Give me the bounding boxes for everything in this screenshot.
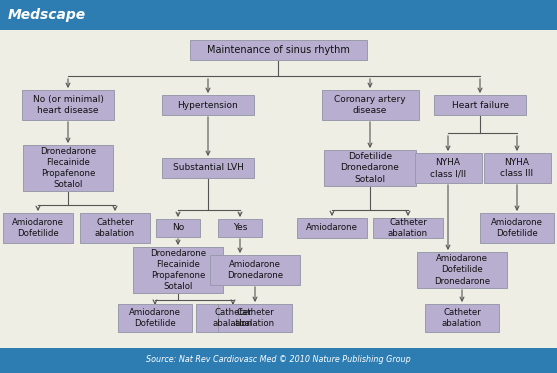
Text: Amiodarone
Dofetilide: Amiodarone Dofetilide [129,308,181,328]
Text: Maintenance of sinus rhythm: Maintenance of sinus rhythm [207,45,349,55]
Text: No (or minimal)
heart disease: No (or minimal) heart disease [32,95,104,115]
Text: Catheter
abalation: Catheter abalation [213,308,253,328]
FancyBboxPatch shape [162,158,254,178]
FancyBboxPatch shape [210,255,300,285]
FancyBboxPatch shape [156,219,200,237]
FancyBboxPatch shape [324,150,416,186]
Text: Coronary artery
disease: Coronary artery disease [334,95,406,115]
Text: No: No [172,223,184,232]
Text: Dofetilide
Dronedarone
Sotalol: Dofetilide Dronedarone Sotalol [340,153,399,184]
FancyBboxPatch shape [218,219,262,237]
Text: Catheter
abalation: Catheter abalation [235,308,275,328]
FancyBboxPatch shape [434,95,526,115]
FancyBboxPatch shape [373,218,443,238]
Text: Amiodarone
Dronedarone: Amiodarone Dronedarone [227,260,283,280]
Bar [0,348,557,373]
FancyBboxPatch shape [218,304,292,332]
Bar [0,0,557,30]
FancyBboxPatch shape [321,90,418,120]
Text: Yes: Yes [233,223,247,232]
Text: Amiodarone
Dofetilide: Amiodarone Dofetilide [491,218,543,238]
Text: Amiodarone
Dofetilide: Amiodarone Dofetilide [12,218,64,238]
FancyBboxPatch shape [425,304,499,332]
Text: Dronedarone
Flecainide
Propafenone
Sotalol: Dronedarone Flecainide Propafenone Sotal… [150,249,206,291]
Text: Heart failure: Heart failure [452,100,509,110]
Text: Medscape: Medscape [8,8,86,22]
FancyBboxPatch shape [22,90,114,120]
FancyBboxPatch shape [189,40,367,60]
FancyBboxPatch shape [133,247,223,293]
Text: Dronedarone
Flecainide
Propafenone
Sotalol: Dronedarone Flecainide Propafenone Sotal… [40,147,96,189]
FancyBboxPatch shape [23,145,113,191]
FancyBboxPatch shape [118,304,192,332]
Text: Catheter
abalation: Catheter abalation [95,218,135,238]
Text: Source: Nat Rev Cardiovasc Med © 2010 Nature Publishing Group: Source: Nat Rev Cardiovasc Med © 2010 Na… [146,355,411,364]
Text: Amiodarone
Dofetilide
Dronedarone: Amiodarone Dofetilide Dronedarone [434,254,490,286]
Text: Amiodarone: Amiodarone [306,223,358,232]
Text: Substantial LVH: Substantial LVH [173,163,243,172]
FancyBboxPatch shape [483,153,550,183]
FancyBboxPatch shape [3,213,73,243]
FancyBboxPatch shape [162,95,254,115]
Text: Catheter
abalation: Catheter abalation [388,218,428,238]
Text: NYHA
class III: NYHA class III [500,158,534,178]
FancyBboxPatch shape [480,213,554,243]
FancyBboxPatch shape [196,304,270,332]
FancyBboxPatch shape [80,213,150,243]
FancyBboxPatch shape [297,218,367,238]
Text: NYHA
class I/II: NYHA class I/II [430,158,466,178]
Text: Hypertension: Hypertension [178,100,238,110]
FancyBboxPatch shape [417,252,507,288]
FancyBboxPatch shape [414,153,481,183]
Text: Catheter
abalation: Catheter abalation [442,308,482,328]
